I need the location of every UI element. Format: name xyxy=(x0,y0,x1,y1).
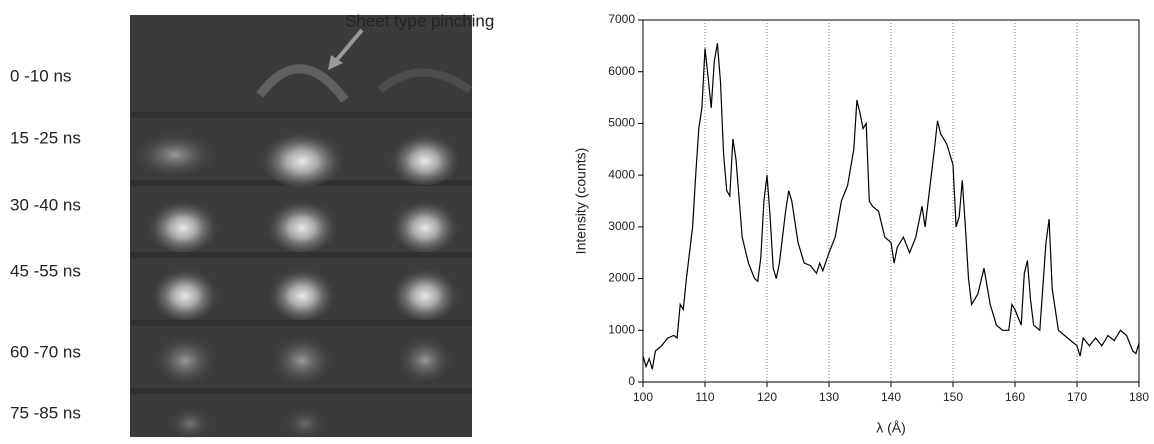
data-line xyxy=(642,43,1140,370)
x-tick-label: 170 xyxy=(1067,390,1087,404)
row-labels: 0 -10 ns 15 -25 ns 30 -40 ns 45 -55 ns 60 -7… xyxy=(10,66,81,422)
x-tick-label: 150 xyxy=(943,390,963,404)
x-tick-label: 160 xyxy=(1005,390,1025,404)
annotation: Sheet type pinching xyxy=(345,11,494,30)
y-axis-label: Intensity (counts) xyxy=(573,148,589,255)
row-label: 75 -85 ns xyxy=(10,403,81,422)
y-tick-label: 3000 xyxy=(608,219,635,233)
streak-image xyxy=(130,15,473,438)
x-tick-label: 130 xyxy=(819,390,839,404)
x-tick-label: 120 xyxy=(757,390,777,404)
row-label: 0 -10 ns xyxy=(10,66,71,85)
x-tick-label: 110 xyxy=(695,390,714,404)
y-tick-label: 1000 xyxy=(608,322,635,336)
annotation-arrow xyxy=(333,28,364,64)
annotation-arrowhead xyxy=(328,55,343,70)
x-tick-label: 140 xyxy=(881,390,901,404)
y-tick-label: 7000 xyxy=(608,12,635,26)
y-tick-label: 2000 xyxy=(608,271,635,285)
row-label: 15 -25 ns xyxy=(10,128,81,147)
x-tick-label: 180 xyxy=(1129,390,1149,404)
x-tick-label: 100 xyxy=(633,390,653,404)
y-tick-label: 5000 xyxy=(608,116,635,130)
row-label: 30 -40 ns xyxy=(10,195,81,214)
row-label: 45 -55 ns xyxy=(10,261,81,280)
y-tick-label: 0 xyxy=(628,374,635,388)
y-tick-label: 4000 xyxy=(608,167,635,181)
row-label: 60 -70 ns xyxy=(10,342,81,361)
y-tick-label: 6000 xyxy=(608,64,635,78)
x-axis-label: λ (Å) xyxy=(876,420,906,436)
